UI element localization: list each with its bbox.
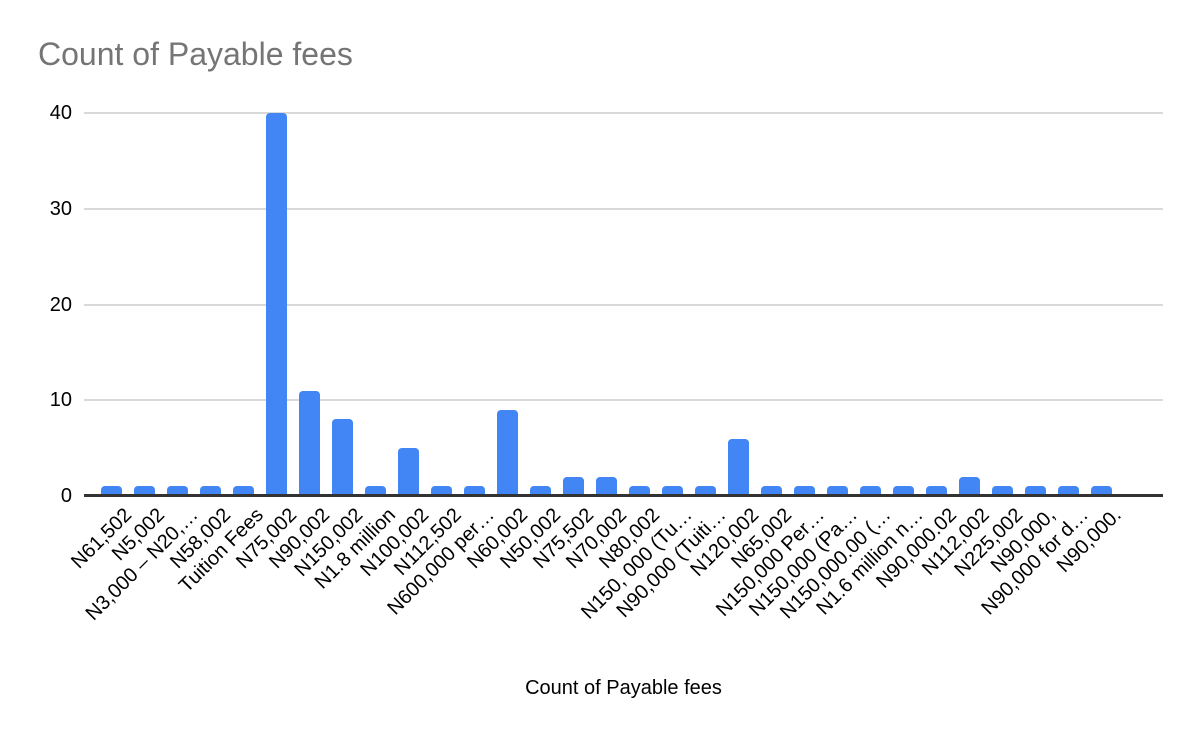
bar[interactable] [167,486,188,496]
bar[interactable] [101,486,122,496]
bar[interactable] [299,391,320,496]
bar[interactable] [332,419,353,496]
y-tick-label: 10 [49,389,72,412]
bar[interactable] [200,486,221,496]
bar[interactable] [365,486,386,496]
y-tick-label: 20 [49,293,72,316]
bar[interactable] [893,486,914,496]
y-tick-label: 40 [49,102,72,124]
y-tick-label: 30 [49,197,72,220]
bar[interactable] [959,477,980,496]
bar[interactable] [926,486,947,496]
bar[interactable] [695,486,716,496]
bar[interactable] [530,486,551,496]
gridline [84,303,1163,306]
bar[interactable] [1091,486,1112,496]
gridline [84,399,1163,402]
bar[interactable] [662,486,683,496]
bar[interactable] [497,410,518,496]
y-tick-label: 0 [60,485,72,507]
bar[interactable] [761,486,782,496]
bar[interactable] [398,448,419,496]
bar[interactable] [134,486,155,496]
bar[interactable] [827,486,848,496]
bar[interactable] [860,486,881,496]
bar[interactable] [596,477,617,496]
bar[interactable] [431,486,452,496]
bar[interactable] [794,486,815,496]
bar[interactable] [1025,486,1046,496]
chart-title: Count of Payable fees [38,36,353,72]
bar[interactable] [563,477,584,496]
bar[interactable] [266,113,287,496]
bar[interactable] [233,486,254,496]
x-axis-line [84,494,1163,497]
gridline [84,112,1163,114]
bar[interactable] [464,486,485,496]
gridline [84,207,1163,210]
bar[interactable] [728,439,749,496]
x-axis-title: Count of Payable fees [525,677,722,699]
bar[interactable] [629,486,650,496]
bar[interactable] [992,486,1013,496]
bar[interactable] [1058,486,1079,496]
